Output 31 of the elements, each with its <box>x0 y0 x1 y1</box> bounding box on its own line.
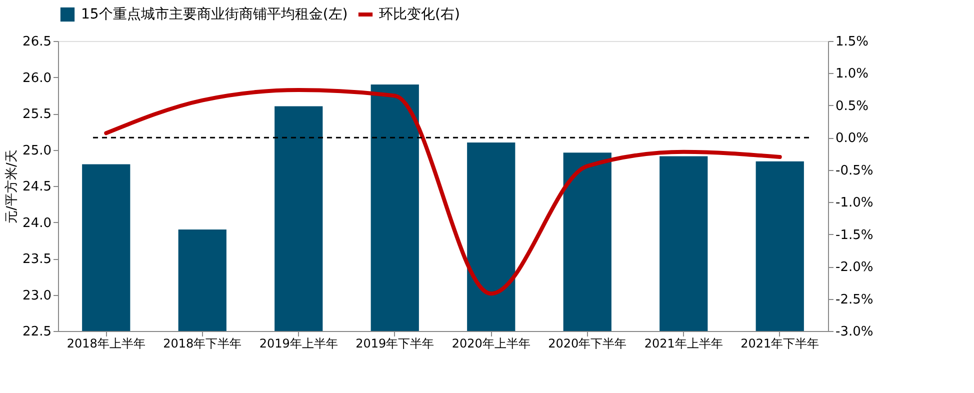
x-tick-label: 2021年上半年 <box>644 336 723 350</box>
y-tick-label: 25.0 <box>22 143 52 158</box>
y2-tick-label: -2.5% <box>836 292 874 308</box>
x-tick-label: 2020年上半年 <box>452 336 530 350</box>
line-series <box>104 88 782 296</box>
x-tick-label: 2021年下半年 <box>740 336 820 350</box>
y2-tick-label: 0.5% <box>836 98 869 114</box>
y-tick-label: 23.0 <box>22 288 52 304</box>
y-tick-label: 25.5 <box>22 107 52 122</box>
y2-tick-label: -0.5% <box>836 163 874 178</box>
legend-label: 环比变化(右) <box>379 6 460 22</box>
x-tick-label: 2018年上半年 <box>66 336 146 350</box>
x-tick-label: 2018年下半年 <box>163 336 242 350</box>
y-tick-label: 26.0 <box>22 70 52 86</box>
y-tick-label: 24.5 <box>22 180 52 194</box>
y-tick-label: 23.5 <box>22 252 52 267</box>
x-tick-label: 2019年下半年 <box>356 336 434 350</box>
y-tick-label: 24.0 <box>22 216 52 231</box>
y2-tick-label: -1.5% <box>836 228 874 243</box>
x-tick-label: 2020年下半年 <box>548 336 627 350</box>
y2-tick-label: 1.0% <box>836 66 869 82</box>
y-axis-title: 元/平方米/天 <box>4 150 20 224</box>
y2-tick-label: 1.5% <box>836 34 869 50</box>
y-tick-label: 26.5 <box>22 34 52 50</box>
y-tick-label: 22.5 <box>22 324 52 340</box>
y2-tick-label: -3.0% <box>836 324 874 340</box>
y2-tick-label: -2.0% <box>836 260 874 276</box>
legend-label: 15个重点城市主要商业街商铺平均租金(左) <box>81 6 348 22</box>
x-tick-label: 2019年上半年 <box>259 336 338 350</box>
y2-tick-label: 0.0% <box>836 131 869 146</box>
y2-tick-label: -1.0% <box>836 196 874 211</box>
